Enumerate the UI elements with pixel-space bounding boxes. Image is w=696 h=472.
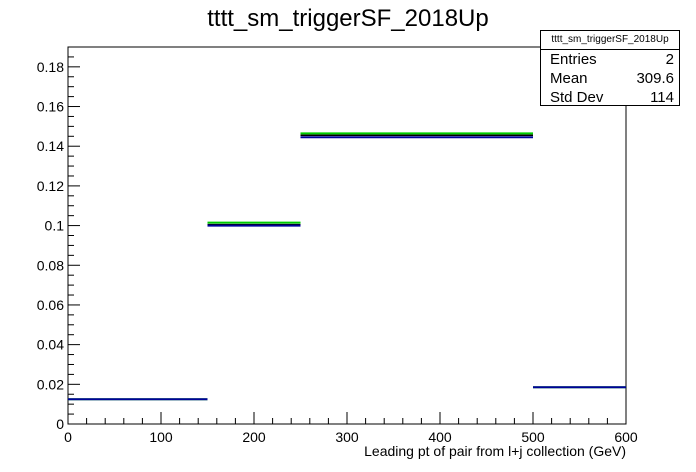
stats-stddev-row: Std Dev 114 xyxy=(541,88,679,107)
x-tick-label: 300 xyxy=(335,429,359,445)
stats-stddev-value: 114 xyxy=(650,89,674,106)
x-tick-label: 0 xyxy=(64,429,72,445)
histogram-bins xyxy=(68,132,626,401)
chart-title: tttt_sm_triggerSF_2018Up xyxy=(207,5,488,32)
stats-mean-value: 309.6 xyxy=(636,70,674,87)
y-tick-label: 0.06 xyxy=(37,297,64,313)
y-tick-label: 0 xyxy=(56,416,64,432)
x-tick-label: 400 xyxy=(428,429,452,445)
x-axis-label: Leading pt of pair from l+j collection (… xyxy=(364,443,626,459)
x-tick-label: 600 xyxy=(614,429,638,445)
stats-entries-value: 2 xyxy=(665,51,674,68)
stats-mean-row: Mean 309.6 xyxy=(541,69,679,88)
y-tick-label: 0.08 xyxy=(37,257,64,273)
stats-title: tttt_sm_triggerSF_2018Up xyxy=(541,31,679,50)
stats-mean-label: Mean xyxy=(550,70,588,87)
y-tick-label: 0.18 xyxy=(37,59,64,75)
y-tick-label: 0.12 xyxy=(37,178,64,194)
y-tick-label: 0.04 xyxy=(37,337,64,353)
axes: 0 100 200 300 400 500 600 0 0.02 0.04 0.06 0.08 0.1 0… xyxy=(37,46,638,445)
x-tick-label: 200 xyxy=(242,429,266,445)
stats-stddev-label: Std Dev xyxy=(550,89,604,106)
x-tick-label: 500 xyxy=(521,429,545,445)
y-tick-label: 0.16 xyxy=(37,99,64,115)
stats-entries-label: Entries xyxy=(550,51,597,68)
stats-entries-row: Entries 2 xyxy=(541,50,679,69)
y-tick-label: 0.14 xyxy=(37,138,64,154)
stats-box: tttt_sm_triggerSF_2018Up Entries 2 Mean … xyxy=(540,30,680,106)
y-tick-label: 0.02 xyxy=(37,376,64,392)
x-tick-label: 100 xyxy=(149,429,173,445)
y-tick-label: 0.1 xyxy=(45,218,65,234)
